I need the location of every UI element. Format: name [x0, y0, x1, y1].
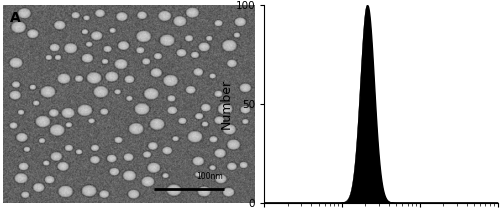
Text: 100nm: 100nm	[196, 172, 222, 181]
Text: A: A	[10, 11, 21, 25]
Y-axis label: Number: Number	[220, 79, 233, 129]
